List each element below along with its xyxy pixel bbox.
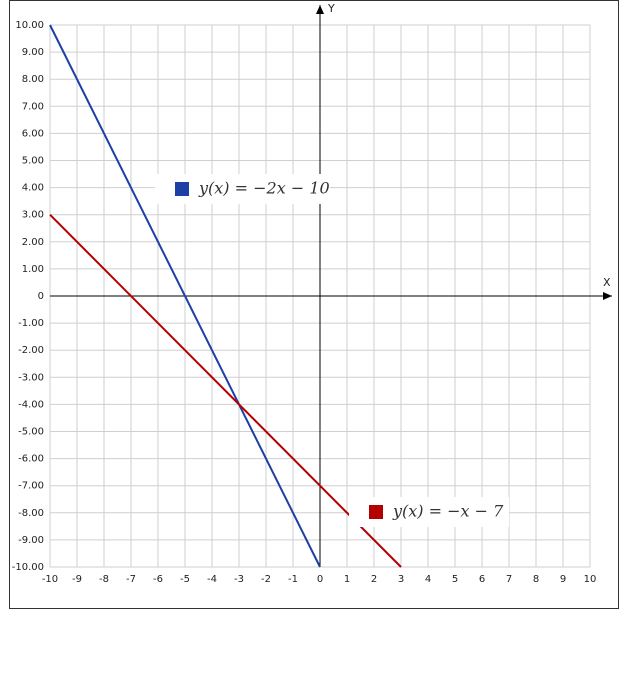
x-axis-label: X (603, 276, 611, 289)
x-tick-label: -10 (42, 574, 58, 585)
x-tick-label: -3 (234, 574, 244, 585)
x-tick-label: 10 (584, 574, 597, 585)
y-tick-label: -1.00 (18, 318, 44, 329)
x-tick-label: 8 (533, 574, 539, 585)
x-tick-label: 6 (479, 574, 485, 585)
y-tick-label: -10.00 (12, 562, 44, 573)
y-tick-label: 3.00 (22, 210, 44, 221)
y-tick-label: 6.00 (22, 128, 44, 139)
x-tick-label: -2 (261, 574, 271, 585)
x-tick-label: 3 (398, 574, 404, 585)
y-tick-label: -8.00 (18, 508, 44, 519)
y-tick-label: -6.00 (18, 454, 44, 465)
y-axis-label: Y (327, 2, 335, 15)
x-tick-label: 9 (560, 574, 566, 585)
y-tick-label: -4.00 (18, 399, 44, 410)
y-tick-label: 2.00 (22, 237, 44, 248)
x-tick-label: -9 (72, 574, 82, 585)
x-tick-label: -8 (99, 574, 109, 585)
frame (9, 0, 619, 609)
x-tick-label: 1 (344, 574, 350, 585)
y-tick-label: 4.00 (22, 183, 44, 194)
y-tick-label: -2.00 (18, 345, 44, 356)
x-tick-label: -7 (126, 574, 136, 585)
x-tick-label: 0 (317, 574, 323, 585)
y-tick-label: -3.00 (18, 372, 44, 383)
line (49, 24, 321, 568)
y-tick-label: 9.00 (22, 47, 44, 58)
legend-swatch (369, 505, 383, 519)
x-tick-label: -1 (288, 574, 298, 585)
x-tick-label: -5 (180, 574, 190, 585)
y-tick-label: 8.00 (22, 74, 44, 85)
y-tick-label: -9.00 (18, 535, 44, 546)
x-tick-label: -6 (153, 574, 163, 585)
y-tick-label: 1.00 (22, 264, 44, 275)
y-tick-label: 7.00 (22, 101, 44, 112)
y-tick-label: -5.00 (18, 427, 44, 438)
x-tick-label: 7 (506, 574, 512, 585)
x-tick-label: 4 (425, 574, 431, 585)
x-tick-label: -4 (207, 574, 217, 585)
x-axis-arrow (603, 292, 612, 300)
y-tick-label: 10.00 (15, 20, 44, 31)
legend-swatch (175, 182, 189, 196)
legend-label: y(x) = −x − 7 (392, 502, 504, 521)
y-tick-label: -7.00 (18, 481, 44, 492)
x-tick-label: 5 (452, 574, 458, 585)
y-tick-label: 0 (38, 291, 44, 302)
y-axis-arrow (316, 5, 324, 14)
legend-label: y(x) = −2x − 10 (198, 179, 330, 198)
x-tick-label: 2 (371, 574, 377, 585)
y-tick-label: 5.00 (22, 156, 44, 167)
line (49, 213, 402, 568)
